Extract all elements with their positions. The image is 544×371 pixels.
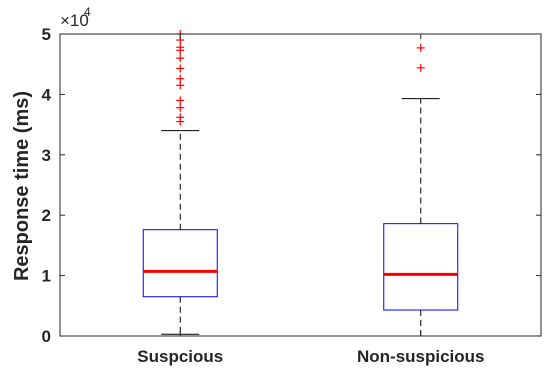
plot-marks bbox=[142, 30, 459, 337]
y-axis-label: Response time (ms) bbox=[11, 91, 33, 281]
x-category-label: Suspcious bbox=[137, 347, 223, 366]
outlier-marker bbox=[416, 63, 425, 72]
iqr-box bbox=[142, 229, 218, 298]
outlier-marker bbox=[176, 64, 185, 73]
outlier-marker bbox=[176, 113, 185, 122]
y-tick-label: 3 bbox=[42, 146, 51, 165]
y-tick-label: 2 bbox=[42, 206, 51, 225]
outlier-marker bbox=[176, 54, 185, 63]
y-tick-label: 1 bbox=[42, 267, 51, 286]
outlier-marker bbox=[416, 43, 425, 52]
multiplier-exponent: 4 bbox=[84, 5, 91, 19]
axes: 0 1 2 3 4 5 Suspcious Non-suspicious bbox=[42, 25, 542, 366]
multiplier-base: ×10 bbox=[60, 11, 89, 30]
iqr-box bbox=[383, 223, 459, 311]
outlier-marker bbox=[176, 103, 185, 112]
y-tick-label: 4 bbox=[42, 85, 52, 104]
box-group-1 bbox=[383, 43, 459, 337]
outlier-marker bbox=[176, 43, 185, 52]
box-group-0 bbox=[142, 30, 218, 335]
x-category-label: Non-suspicious bbox=[357, 347, 485, 366]
y-tick-label: 0 bbox=[42, 327, 51, 346]
y-tick-label: 5 bbox=[42, 25, 51, 44]
outlier-marker bbox=[176, 96, 185, 105]
y-axis-multiplier: ×10 4 bbox=[60, 5, 91, 30]
outlier-marker bbox=[176, 74, 185, 83]
axes-frame bbox=[59, 33, 542, 337]
